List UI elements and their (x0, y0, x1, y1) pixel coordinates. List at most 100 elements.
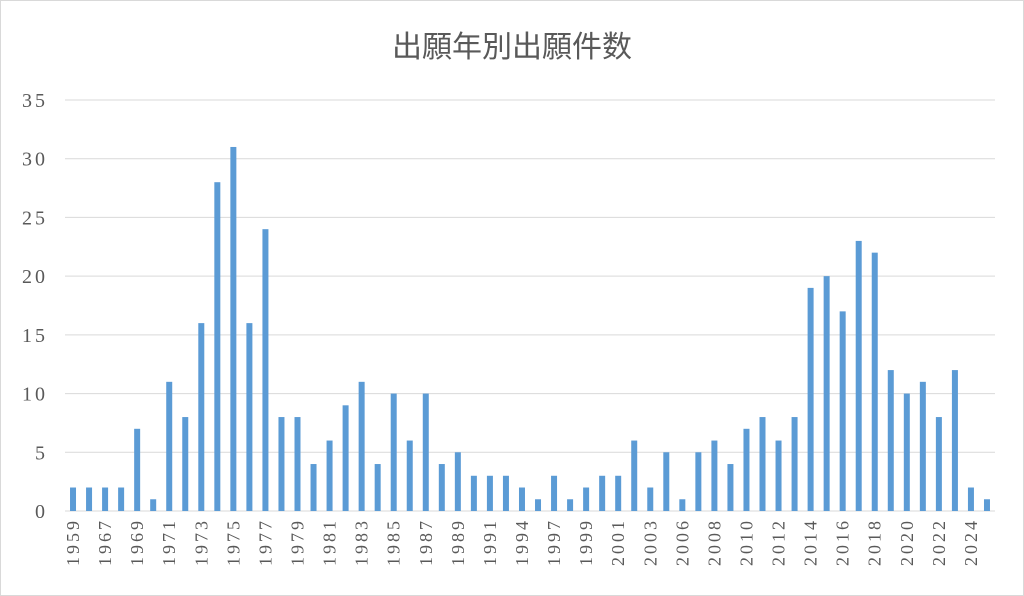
x-axis-tick-labels: 1959 1967 1969 1971 1973 1975 1977 1979 1981 1983… (63, 518, 981, 566)
bar-44 (775, 440, 782, 511)
x-tick-label: 1969 (127, 518, 147, 566)
bar-42 (743, 428, 750, 511)
bar-49 (855, 240, 862, 511)
y-tick-label: 0 (35, 501, 48, 523)
x-tick-label: 2012 (769, 518, 789, 566)
bar-17 (342, 405, 349, 511)
bar-40 (711, 440, 718, 511)
bar-35 (631, 440, 638, 511)
bar-41 (727, 464, 734, 511)
bar-10 (230, 146, 237, 511)
y-tick-label: 35 (22, 90, 48, 112)
bar-50 (871, 252, 878, 511)
bar-23 (438, 464, 445, 511)
x-tick-label: 1987 (416, 518, 436, 566)
bar-52 (903, 393, 910, 511)
bar-29 (535, 499, 542, 511)
bar-2 (102, 487, 109, 511)
bar-47 (823, 276, 830, 511)
x-tick-label: 1999 (576, 518, 596, 566)
bar-54 (935, 417, 942, 511)
x-tick-label: 1991 (480, 518, 500, 566)
bar-57 (983, 499, 990, 511)
x-tick-label: 2016 (833, 518, 853, 566)
bar-18 (358, 381, 365, 511)
chart-title: 出願年別出願件数 (392, 30, 632, 65)
x-tick-label: 1997 (544, 518, 564, 566)
x-tick-label: 2018 (865, 518, 885, 566)
bar-6 (166, 381, 173, 511)
bar-19 (374, 464, 381, 511)
bar-34 (615, 475, 622, 511)
bar-5 (150, 499, 157, 511)
x-tick-label: 1989 (448, 518, 468, 566)
x-tick-label: 1994 (512, 518, 532, 566)
x-tick-label: 2003 (640, 518, 660, 566)
bar-45 (791, 417, 798, 511)
x-tick-label: 1973 (191, 518, 211, 566)
bar-26 (486, 475, 493, 511)
bar-1 (86, 487, 93, 511)
y-tick-label: 5 (35, 442, 48, 464)
x-tick-label: 2001 (608, 518, 628, 566)
bar-37 (663, 452, 670, 511)
x-tick-label: 1981 (320, 518, 340, 566)
bar-20 (390, 393, 397, 511)
x-tick-label: 1971 (159, 518, 179, 566)
bar-27 (502, 475, 509, 511)
bar-21 (406, 440, 413, 511)
bar-3 (118, 487, 125, 511)
bar-51 (887, 370, 894, 511)
bar-28 (518, 487, 525, 511)
bar-13 (278, 417, 285, 511)
bar-33 (599, 475, 606, 511)
x-tick-label: 1959 (63, 518, 83, 566)
bar-7 (182, 417, 189, 511)
x-tick-label: 1967 (95, 518, 115, 566)
y-tick-label: 20 (22, 266, 48, 288)
x-tick-label: 2010 (736, 518, 756, 566)
bar-22 (422, 393, 429, 511)
x-tick-label: 2022 (929, 518, 949, 566)
y-tick-label: 15 (22, 325, 48, 347)
x-tick-label: 1977 (255, 518, 275, 566)
bar-0 (70, 487, 77, 511)
y-axis-tick-labels: 0 5 10 15 20 25 30 35 (22, 90, 48, 523)
bar-25 (470, 475, 477, 511)
bar-46 (807, 287, 814, 511)
x-tick-label: 2008 (704, 518, 724, 566)
bar-8 (198, 323, 205, 511)
bar-53 (919, 381, 926, 511)
y-tick-label: 25 (22, 207, 48, 229)
bar-4 (134, 428, 141, 511)
x-tick-label: 2006 (672, 518, 692, 566)
bar-39 (695, 452, 702, 511)
bar-12 (262, 229, 269, 511)
bar-32 (583, 487, 590, 511)
bar-43 (759, 417, 766, 511)
x-tick-label: 2014 (801, 518, 821, 566)
bar-15 (310, 464, 317, 511)
x-tick-label: 1983 (352, 518, 372, 566)
x-tick-label: 1975 (223, 518, 243, 566)
bar-24 (454, 452, 461, 511)
y-tick-label: 10 (22, 384, 48, 406)
bar-38 (679, 499, 686, 511)
bar-14 (294, 417, 301, 511)
bar-48 (839, 311, 846, 511)
bar-31 (567, 499, 574, 511)
x-tick-label: 1985 (384, 518, 404, 566)
x-tick-label: 2020 (897, 518, 917, 566)
x-tick-label: 2024 (961, 518, 981, 566)
x-tick-label: 1979 (288, 518, 308, 566)
bar-16 (326, 440, 333, 511)
bar-55 (951, 370, 958, 511)
bar-series (70, 146, 990, 511)
y-tick-label: 30 (22, 149, 48, 171)
bar-56 (967, 487, 974, 511)
bar-36 (647, 487, 654, 511)
bar-9 (214, 182, 221, 511)
bar-30 (551, 475, 558, 511)
bar-11 (246, 323, 253, 511)
